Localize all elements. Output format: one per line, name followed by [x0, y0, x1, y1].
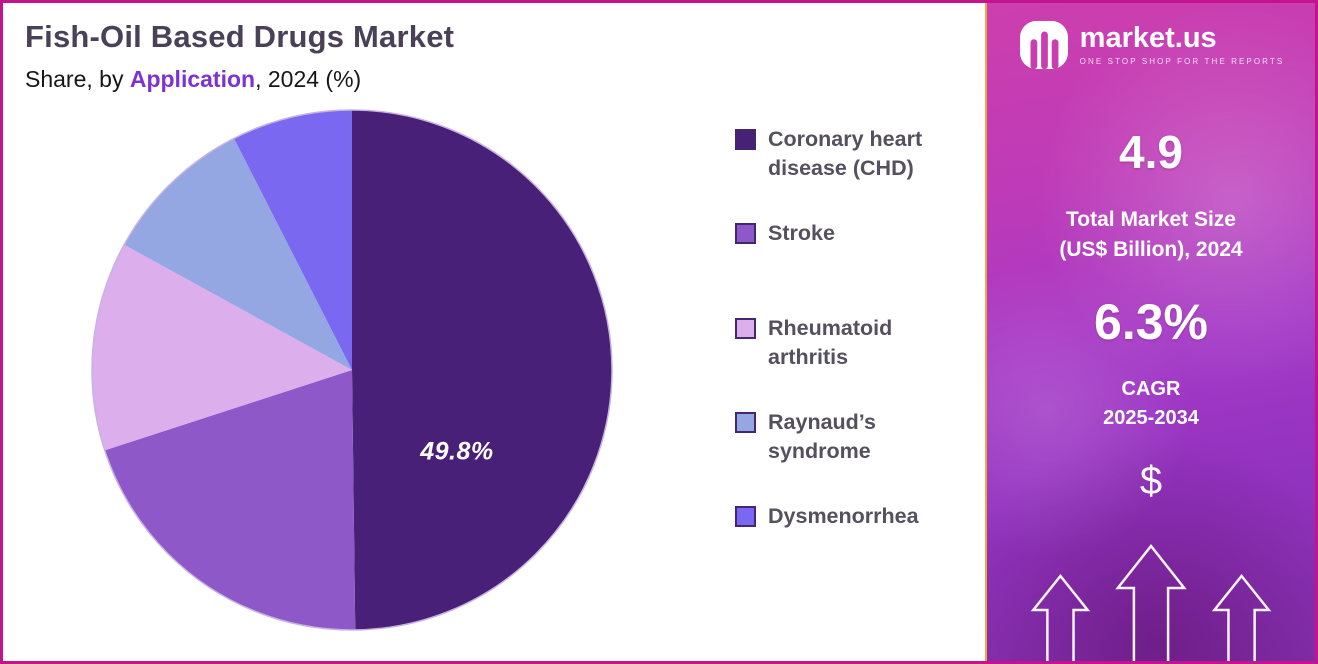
legend-swatch-stroke: [735, 223, 756, 245]
brand-text-block: market.us ONE STOP SHOP FOR THE REPORTS: [1079, 22, 1285, 67]
legend-swatch-raynauds-syndrome: [735, 412, 756, 434]
market-size-label-line1: Total Market Size: [1066, 208, 1236, 231]
pie-slice-5: [233, 110, 352, 370]
growth-arrow-center: [1115, 543, 1187, 661]
legend-label: Stroke: [768, 221, 835, 246]
dollar-icon: $: [1139, 458, 1163, 503]
brand-logo: market.us ONE STOP SHOP FOR THE REPORTS: [1018, 19, 1285, 71]
pie-slice-2: [104, 370, 356, 631]
legend-label: Rheumatoid arthritis: [768, 316, 893, 370]
chart-legend: Coronary heart disease (CHD) Stroke Rheu…: [735, 105, 975, 635]
market-size-label-line2: (US$ Billion), 2024: [1059, 237, 1243, 261]
legend-label: Coronary heart disease (CHD): [768, 127, 923, 181]
legend-swatch-chd: [735, 129, 756, 150]
pie-slice-3: [92, 244, 352, 451]
legend-item: Dysmenorrhea: [735, 502, 975, 531]
pie-data-label: 49.8%: [420, 437, 494, 466]
growth-arrow-left: [1030, 573, 1091, 661]
chart-area: Fish-Oil Based Drugs Market Share, by Ap…: [3, 3, 985, 661]
pie-slice-1: [352, 110, 613, 630]
stats-sidebar: market.us ONE STOP SHOP FOR THE REPORTS …: [985, 3, 1315, 661]
pie-chart-svg: [91, 109, 613, 631]
pie-chart: 49.8%: [87, 105, 617, 635]
pie-outline: [91, 109, 613, 631]
chart-row: 49.8% Coronary heart disease (CHD) Strok…: [25, 105, 985, 635]
legend-item: Raynaud’s syndrome: [735, 408, 975, 466]
growth-arrow-right: [1211, 573, 1272, 661]
market-size-value: 4.9: [1119, 126, 1183, 178]
subtitle-highlight: Application: [129, 66, 256, 92]
cagr-label: CAGR 2025-2034: [1103, 375, 1199, 433]
pie-slice-4: [124, 138, 352, 370]
brand-tagline: ONE STOP SHOP FOR THE REPORTS: [1079, 57, 1285, 66]
subtitle-prefix: Share, by: [25, 66, 130, 92]
cagr-value: 6.3%: [1094, 293, 1208, 350]
subtitle-suffix: , 2024 (%): [255, 66, 362, 92]
legend-label: Dysmenorrhea: [768, 504, 919, 529]
market-size-label: Total Market Size (US$ Billion), 2024: [1059, 205, 1242, 265]
cagr-label-line2: 2025-2034: [1103, 406, 1199, 429]
marketus-logo-icon: [1019, 20, 1068, 70]
legend-swatch-dysmenorrhea: [735, 506, 756, 528]
cagr-label-line1: CAGR: [1121, 377, 1181, 400]
page-title: Fish-Oil Based Drugs Market: [25, 19, 455, 54]
legend-swatch-rheumatoid-arthritis: [735, 318, 756, 340]
chart-subtitle: Share, by Application, 2024 (%): [25, 66, 985, 93]
growth-arrows-icon: [1030, 543, 1272, 661]
legend-label: Raynaud’s syndrome: [768, 410, 876, 464]
legend-item: Stroke: [735, 219, 975, 248]
legend-item: Coronary heart disease (CHD): [735, 125, 975, 183]
legend-item: Rheumatoid arthritis: [735, 314, 975, 372]
brand-name: market.us: [1079, 22, 1217, 54]
